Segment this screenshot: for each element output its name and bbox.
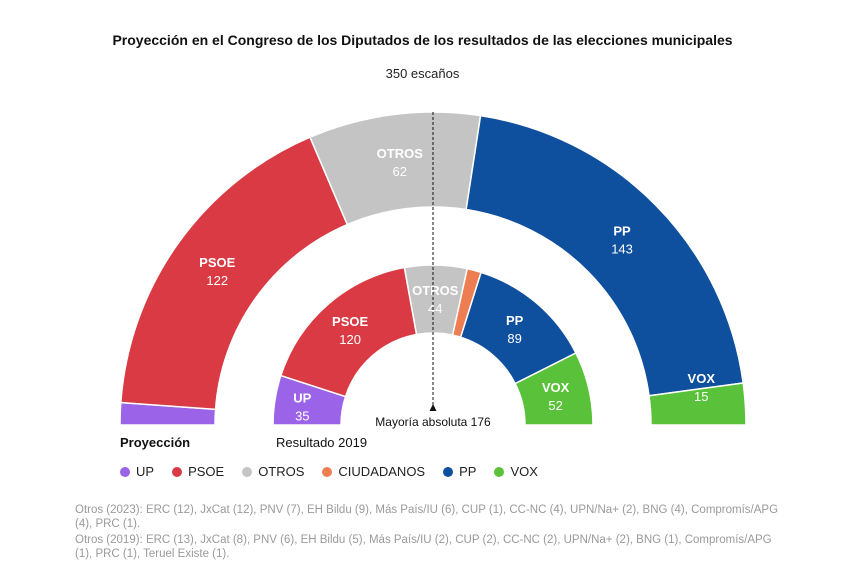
majority-marker [429,404,437,411]
legend-label-pp: PP [459,464,477,479]
legend-swatch-vox [494,466,505,477]
outer-value-vox: 15 [694,389,708,404]
legend-item-psoe: PSOE [172,464,224,479]
legend-swatch-pp [443,466,454,477]
ring-label-projection: Proyección [120,435,190,450]
note-others-2019: Otros (2019): ERC (13), JxCat (8), PNV (… [75,534,772,560]
chart-title: Proyección en el Congreso de los Diputad… [112,32,733,48]
legend-item-ciudadanos: CIUDADANOS [322,464,425,479]
outer-label-pp: PP [613,223,631,238]
legend-item-otros: OTROS [242,464,304,479]
legend-item-pp: PP [443,464,476,479]
chart-subtitle: 350 escaños [385,66,460,81]
legend-label-psoe: PSOE [188,464,225,479]
outer-value-otros: 62 [393,164,407,179]
legend-swatch-up [120,466,130,477]
outer-label-vox: VOX [688,371,716,386]
legend: UP PSOE OTROS CIUDADANOS PP VOX [120,464,538,479]
outer-value-pp: 143 [611,241,633,256]
majority-label: Mayoría absoluta 176 [375,415,491,429]
note-others-2023: Otros (2023): ERC (12), JxCat (12), PNV … [75,504,779,530]
outer-value-psoe: 122 [206,273,228,288]
legend-label-vox: VOX [510,464,538,479]
legend-item-up: UP [120,464,154,479]
legend-item-vox: VOX [494,464,538,479]
legend-label-ciudadanos: CIUDADANOS [338,464,426,479]
inner-value-psoe: 120 [339,332,361,347]
inner-label-psoe: PSOE [332,314,368,329]
inner-label-up: UP [293,390,311,405]
ring-label-2019: Resultado 2019 [276,435,367,450]
inner-value-otros: 44 [428,301,442,316]
inner-value-up: 35 [295,408,309,423]
inner-label-pp: PP [506,313,524,328]
legend-label-otros: OTROS [258,464,305,479]
legend-label-up: UP [136,464,155,479]
inner-label-otros: OTROS [412,283,459,298]
inner-segment-vox [514,351,594,426]
legend-swatch-otros [242,466,253,477]
parliament-chart: UP8PSOE122OTROS62PP143VOX15UP35PSOE120OT… [119,111,747,450]
inner-label-vox: VOX [542,380,570,395]
legend-swatch-ciudadanos [322,466,333,477]
inner-value-vox: 52 [548,398,562,413]
outer-segment-pp [465,114,745,397]
outer-label-psoe: PSOE [199,255,235,270]
legend-swatch-psoe [172,466,183,477]
inner-value-pp: 89 [507,331,521,346]
outer-segment-vox [648,382,747,426]
outer-label-otros: OTROS [377,146,424,161]
